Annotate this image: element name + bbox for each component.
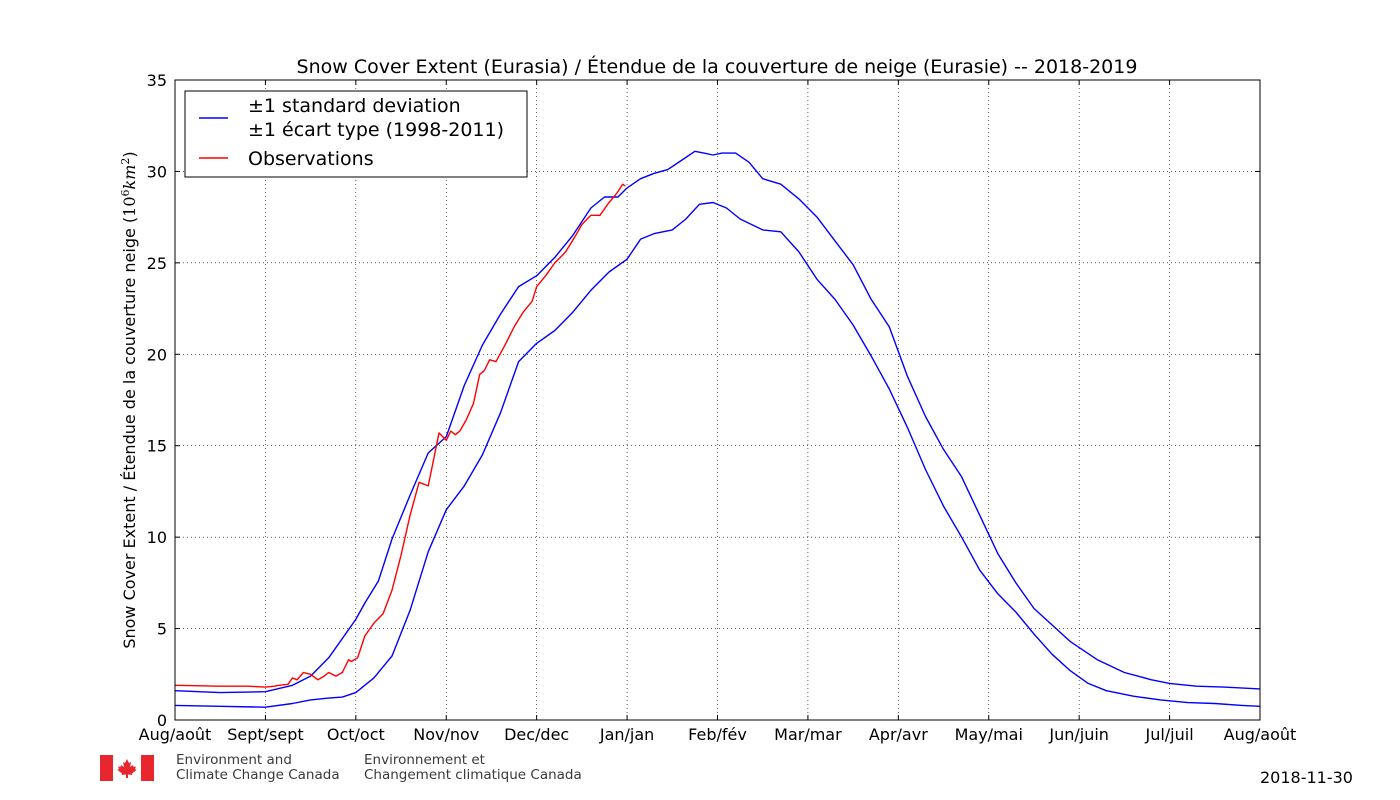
y-tick-label: 0	[157, 711, 167, 730]
x-tick-label: Nov/nov	[413, 725, 479, 744]
x-tick-label: Mar/mar	[774, 725, 842, 744]
x-tick-label: Apr/avr	[869, 725, 928, 744]
y-axis-unit-exp: 6	[119, 189, 132, 196]
legend-label-std-line1: ±1 standard deviation	[248, 95, 461, 117]
grid-layer	[175, 80, 1260, 720]
snow-cover-chart: Aug/août Sept/sept Oct/oct Nov/nov Dec/dec Ja…	[119, 55, 1297, 744]
org-en-line2: Climate Change Canada	[176, 767, 340, 783]
x-tick-label: Aug/août	[139, 725, 212, 744]
footer: Environment and Climate Change Canada En…	[0, 748, 1400, 800]
report-date: 2018-11-30	[1260, 768, 1353, 787]
y-axis-label: Snow Cover Extent / Étendue de la couver…	[119, 151, 139, 648]
canada-flag-logo	[100, 755, 154, 781]
y-tick-label: 25	[147, 254, 167, 273]
legend-label-obs: Observations	[248, 148, 374, 170]
y-tick-label: 15	[147, 437, 167, 456]
series-layer	[174, 150, 1261, 708]
tick-layer: Aug/août Sept/sept Oct/oct Nov/nov Dec/dec Ja…	[139, 71, 1297, 744]
x-tick-label: Jun/juin	[1048, 725, 1109, 744]
org-fr-line2: Changement climatique Canada	[364, 767, 582, 783]
y-tick-label: 30	[147, 162, 167, 181]
x-tick-label: Feb/fév	[688, 725, 747, 744]
y-axis-unit-km-exp: 2	[119, 158, 132, 165]
x-tick-label: Jan/jan	[599, 725, 654, 744]
org-fr-line1: Environnement et	[364, 752, 485, 768]
org-name-english: Environment and Climate Change Canada	[176, 753, 340, 783]
y-tick-label: 10	[147, 528, 167, 547]
observations-line	[174, 183, 626, 688]
y-axis-unit-base: 10	[120, 196, 139, 216]
legend-box	[184, 90, 528, 178]
x-tick-label: Jul/juil	[1144, 725, 1193, 744]
std-upper-line	[174, 150, 1261, 694]
x-tick-label: May/mai	[955, 725, 1023, 744]
y-tick-label: 20	[147, 345, 167, 364]
y-tick-label: 35	[147, 71, 167, 90]
org-name-french: Environnement et Changement climatique C…	[364, 753, 582, 783]
y-axis-unit-km: km	[120, 165, 139, 190]
legend: ±1 standard deviation ±1 écart type (199…	[184, 90, 528, 178]
x-tick-label: Oct/oct	[327, 725, 385, 744]
org-en-line1: Environment and	[176, 752, 292, 768]
x-tick-label: Sept/sept	[227, 725, 303, 744]
chart-title: Snow Cover Extent (Eurasia) / Étendue de…	[297, 55, 1138, 78]
legend-label-std-line2: ±1 écart type (1998-2011)	[248, 119, 504, 141]
std-lower-line	[174, 201, 1261, 708]
y-axis-label-text: Snow Cover Extent / Étendue de la couver…	[120, 228, 139, 649]
x-tick-label: Aug/août	[1224, 725, 1297, 744]
x-tick-label: Dec/dec	[504, 725, 569, 744]
y-tick-label: 5	[157, 620, 167, 639]
